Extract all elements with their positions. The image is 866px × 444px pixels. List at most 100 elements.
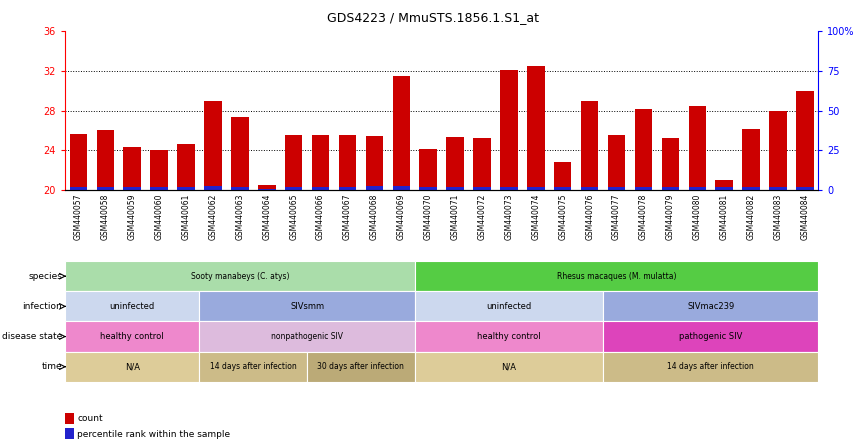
Text: GSM440078: GSM440078 [639, 194, 648, 240]
Text: GSM440081: GSM440081 [720, 194, 728, 240]
Bar [603, 352, 818, 382]
Bar [474, 186, 491, 190]
Bar [285, 135, 302, 190]
Bar [501, 70, 518, 190]
Bar [715, 180, 733, 190]
Text: GSM440067: GSM440067 [343, 194, 352, 240]
Text: GSM440059: GSM440059 [127, 194, 137, 240]
Bar [742, 130, 759, 190]
Bar [715, 186, 733, 190]
Text: GSM440064: GSM440064 [262, 194, 271, 240]
Text: N/A: N/A [501, 362, 516, 371]
Text: GSM440079: GSM440079 [666, 194, 675, 240]
Bar [392, 76, 410, 190]
Bar [419, 186, 437, 190]
Text: uninfected: uninfected [110, 302, 155, 311]
Bar [65, 428, 74, 440]
Bar [501, 186, 518, 190]
Bar [635, 109, 652, 190]
Bar [199, 321, 415, 352]
Bar [581, 101, 598, 190]
Text: infection: infection [23, 302, 62, 311]
Text: GSM440058: GSM440058 [100, 194, 110, 240]
Bar [365, 136, 383, 190]
Bar [231, 116, 249, 190]
Bar [307, 352, 415, 382]
Text: GSM440072: GSM440072 [477, 194, 487, 240]
Bar [446, 137, 464, 190]
Text: uninfected: uninfected [487, 302, 532, 311]
Bar [608, 135, 625, 190]
Bar [204, 186, 222, 190]
Text: SIVmac239: SIVmac239 [687, 302, 734, 311]
Bar [199, 352, 307, 382]
Text: GSM440082: GSM440082 [746, 194, 756, 240]
Bar [742, 186, 759, 190]
Text: time: time [42, 362, 62, 371]
Text: GSM440084: GSM440084 [800, 194, 810, 240]
Bar [415, 261, 818, 291]
Text: GSM440065: GSM440065 [289, 194, 298, 240]
Bar [199, 291, 415, 321]
Text: N/A: N/A [125, 362, 139, 371]
Text: GSM440077: GSM440077 [612, 194, 621, 240]
Text: pathogenic SIV: pathogenic SIV [679, 332, 742, 341]
Bar [285, 186, 302, 190]
Text: 30 days after infection: 30 days after infection [318, 362, 404, 371]
Bar [312, 135, 329, 190]
Bar [65, 321, 199, 352]
Bar [554, 186, 572, 190]
Bar [312, 186, 329, 190]
Bar [688, 186, 706, 190]
Bar [69, 135, 87, 190]
Bar [97, 186, 114, 190]
Bar [69, 186, 87, 190]
Bar [769, 186, 786, 190]
Text: healthy control: healthy control [477, 332, 540, 341]
Text: GSM440062: GSM440062 [209, 194, 217, 240]
Bar [415, 321, 603, 352]
Bar [392, 186, 410, 190]
Text: GSM440080: GSM440080 [693, 194, 701, 240]
Bar [554, 162, 572, 190]
Bar [415, 291, 603, 321]
Bar [97, 131, 114, 190]
Text: Rhesus macaques (M. mulatta): Rhesus macaques (M. mulatta) [557, 272, 676, 281]
Bar [339, 186, 356, 190]
Text: GSM440061: GSM440061 [182, 194, 191, 240]
Bar [446, 186, 464, 190]
Bar [258, 185, 275, 190]
Bar [65, 291, 199, 321]
Text: SIVsmm: SIVsmm [290, 302, 324, 311]
Bar [65, 261, 415, 291]
Text: GSM440075: GSM440075 [559, 194, 567, 240]
Text: GSM440069: GSM440069 [397, 194, 406, 240]
Bar [603, 321, 818, 352]
Bar [415, 352, 603, 382]
Bar [474, 139, 491, 190]
Text: GSM440070: GSM440070 [423, 194, 433, 240]
Text: healthy control: healthy control [100, 332, 164, 341]
Text: GSM440057: GSM440057 [74, 194, 83, 240]
Bar [796, 186, 814, 190]
Bar [527, 66, 545, 190]
Bar [419, 149, 437, 190]
Bar [662, 186, 679, 190]
Bar [231, 186, 249, 190]
Bar [65, 352, 199, 382]
Text: Sooty manabeys (C. atys): Sooty manabeys (C. atys) [191, 272, 289, 281]
Bar [581, 186, 598, 190]
Bar [204, 101, 222, 190]
Text: GSM440063: GSM440063 [236, 194, 244, 240]
Text: GDS4223 / MmuSTS.1856.1.S1_at: GDS4223 / MmuSTS.1856.1.S1_at [327, 11, 539, 24]
Bar [124, 147, 141, 190]
Text: species: species [29, 272, 62, 281]
Bar [258, 189, 275, 190]
Text: 14 days after infection: 14 days after infection [210, 362, 297, 371]
Bar [603, 291, 818, 321]
Bar [527, 186, 545, 190]
Bar [151, 186, 168, 190]
Text: 14 days after infection: 14 days after infection [668, 362, 754, 371]
Bar [339, 135, 356, 190]
Text: disease state: disease state [2, 332, 62, 341]
